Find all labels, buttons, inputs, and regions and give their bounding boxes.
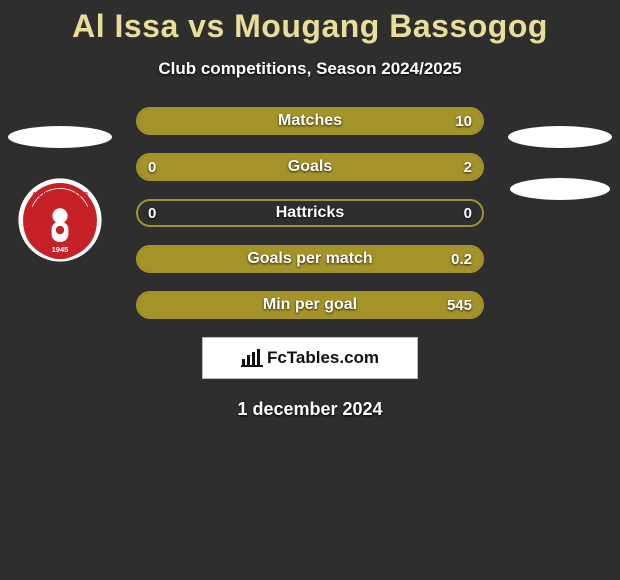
page-title: Al Issa vs Mougang Bassogog <box>0 0 620 45</box>
player-right-placeholder-2 <box>510 178 610 200</box>
stat-row: 10Matches <box>136 107 484 135</box>
player-left-placeholder <box>8 126 112 148</box>
stat-label: Goals per match <box>138 247 482 271</box>
club-year-text: 1945 <box>52 245 69 254</box>
date-label: 1 december 2024 <box>0 399 620 420</box>
club-logo-al-wehda: AL WEHDA CLUB 1945 <box>18 178 102 262</box>
stat-label: Hattricks <box>138 201 482 225</box>
stat-label: Matches <box>138 109 482 133</box>
stat-row: 545Min per goal <box>136 291 484 319</box>
stat-row: 02Goals <box>136 153 484 181</box>
stat-row: 00Hattricks <box>136 199 484 227</box>
club-name-text: AL WEHDA CLUB <box>32 191 89 198</box>
player-right-placeholder-1 <box>508 126 612 148</box>
bar-chart-icon <box>241 349 263 367</box>
fctables-label: FcTables.com <box>267 348 379 368</box>
fctables-link[interactable]: FcTables.com <box>202 337 418 379</box>
stat-row: 0.2Goals per match <box>136 245 484 273</box>
stat-label: Goals <box>138 155 482 179</box>
stat-label: Min per goal <box>138 293 482 317</box>
subtitle: Club competitions, Season 2024/2025 <box>0 59 620 79</box>
